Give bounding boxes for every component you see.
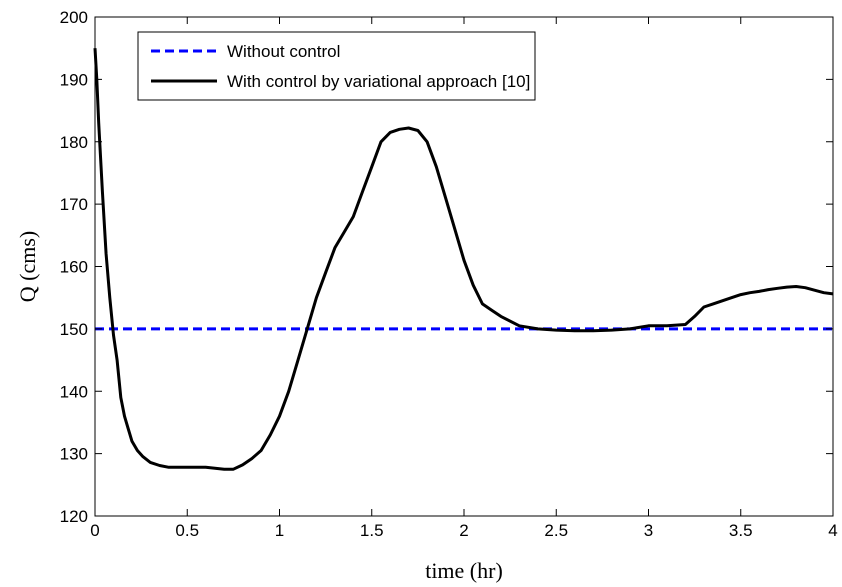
legend-entry-label: With control by variational approach [10… <box>227 72 530 91</box>
axis-ticks: 0 0.5 1 1.5 2 2.5 3 3.5 4 120 130 140 150 160 170 180 19… <box>60 8 838 540</box>
series-layer <box>93 48 834 471</box>
y-tick-label: 120 <box>60 507 88 526</box>
y-tick-label: 170 <box>60 195 88 214</box>
x-tick-label: 1 <box>275 521 284 540</box>
y-tick-label: 180 <box>60 133 88 152</box>
legend-box <box>137 31 536 101</box>
y-tick-label: 160 <box>60 258 88 277</box>
x-tick-label: 0.5 <box>175 521 199 540</box>
x-tick-label: 1.5 <box>360 521 384 540</box>
y-tick-label: 200 <box>60 8 88 27</box>
y-tick-label: 140 <box>60 382 88 401</box>
y-tick-label: 190 <box>60 70 88 89</box>
legend: Without control With control by variation… <box>137 31 536 101</box>
y-tick-label: 130 <box>60 445 88 464</box>
legend-entry-label: Without control <box>227 42 340 61</box>
series-line-with-control <box>93 48 834 471</box>
x-tick-label: 0 <box>90 521 99 540</box>
x-tick-label: 4 <box>828 521 837 540</box>
x-tick-label: 2 <box>459 521 468 540</box>
x-tick-label: 3 <box>644 521 653 540</box>
x-axis-label: time (hr) <box>425 558 503 583</box>
y-tick-label: 150 <box>60 320 88 339</box>
y-axis-label: Q (cms) <box>15 231 40 302</box>
x-tick-label: 3.5 <box>729 521 753 540</box>
x-tick-label: 2.5 <box>544 521 568 540</box>
